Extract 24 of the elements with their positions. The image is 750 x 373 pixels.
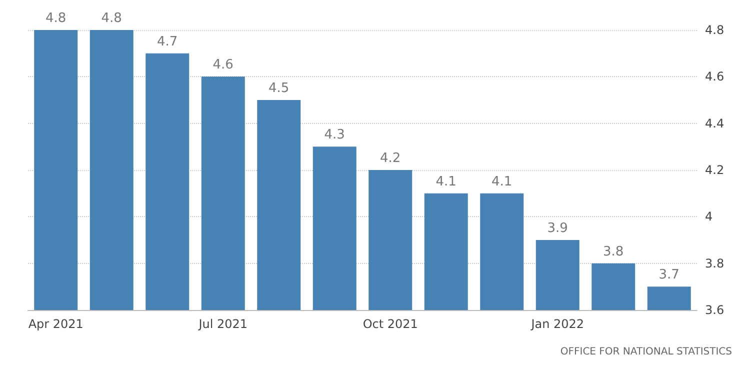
y-tick-label: 4.2 [705, 163, 724, 177]
x-tick-label: Jul 2021 [198, 317, 248, 331]
data-label: 4.3 [324, 128, 345, 143]
data-label: 3.8 [603, 244, 624, 260]
x-tick-label: Apr 2021 [28, 317, 84, 331]
data-label: 4.8 [101, 11, 122, 26]
y-tick-label: 4 [705, 210, 713, 224]
data-label: 4.1 [436, 174, 456, 190]
data-label: 4.5 [268, 81, 290, 96]
x-tick-label: Oct 2021 [362, 317, 418, 331]
data-label: 4.2 [380, 151, 401, 166]
y-tick-label: 3.8 [705, 256, 724, 270]
x-tick-label: Jan 2022 [530, 317, 584, 331]
text: OFFICE FOR NATIONAL STATISTICS [560, 346, 732, 358]
data-label: 3.9 [547, 221, 568, 236]
data-label: 4.6 [212, 58, 234, 73]
data-label: 4.1 [492, 174, 512, 190]
y-tick-label: 4.8 [705, 23, 724, 37]
y-tick-label: 3.6 [705, 303, 724, 317]
data-label: 4.8 [46, 11, 66, 26]
y-tick-label: 4.4 [705, 116, 724, 130]
y-tick-label: 4.6 [705, 70, 724, 84]
data-label: 4.7 [157, 34, 178, 50]
data-label: 3.7 [658, 268, 680, 283]
